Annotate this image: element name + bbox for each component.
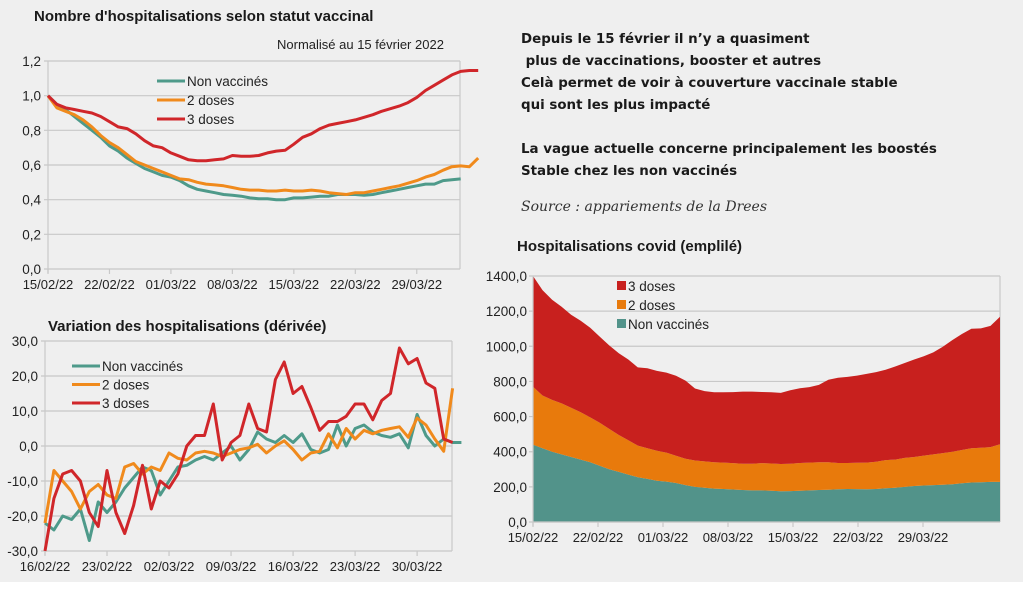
normalized-chart: 0,0 0,2 0,4 0,6 0,8 1,0 1,2 15/02/22 22/02/22 01/… <box>22 54 480 292</box>
area-non-vaccines <box>533 444 1000 522</box>
x-tick-label: 15/02/22 <box>23 277 74 292</box>
y-tick-label: 0,0 <box>22 262 41 277</box>
area-2-doses <box>533 386 1000 492</box>
source-note: Source : appariements de la Drees <box>521 199 768 215</box>
y-tick-label: 0,0 <box>19 439 38 454</box>
y-tick-label: 1200,0 <box>486 304 527 319</box>
x-tick-label: 30/03/22 <box>392 559 443 574</box>
x-tick-label: 29/03/22 <box>391 277 442 292</box>
legend-label: 3 doses <box>628 279 676 294</box>
y-tick-label: 800,0 <box>493 374 527 389</box>
commentary-line: qui sont les plus impacté <box>521 98 711 113</box>
legend-label: 2 doses <box>187 93 235 108</box>
legend-swatch <box>617 281 626 290</box>
y-tick-label: 0,2 <box>22 227 41 242</box>
x-tick-label: 16/03/22 <box>268 559 319 574</box>
x-tick-label: 08/03/22 <box>703 530 754 545</box>
stacked-chart-title: Hospitalisations covid (emplilé) <box>517 238 743 255</box>
x-tick-label: 09/03/22 <box>206 559 257 574</box>
legend-label: 2 doses <box>628 298 676 313</box>
x-tick-label: 16/02/22 <box>20 559 71 574</box>
y-tick-label: 600,0 <box>493 410 527 425</box>
y-tick-label: -30,0 <box>7 544 38 559</box>
y-tick-label: 0,0 <box>508 515 527 530</box>
y-tick-label: 20,0 <box>12 369 38 384</box>
series-line-non-vaccines <box>46 94 461 202</box>
x-tick-label: 15/02/22 <box>508 530 559 545</box>
normalized-chart-subtitle: Normalisé au 15 février 2022 <box>277 37 444 52</box>
series-line-3-doses <box>43 346 454 552</box>
y-tick-label: 1400,0 <box>486 269 527 284</box>
legend-swatch <box>617 319 626 328</box>
legend-label: Non vaccinés <box>628 317 709 332</box>
y-tick-label: 30,0 <box>12 334 38 349</box>
derivative-chart: -30,0 -20,0 -10,0 0,0 10,0 20,0 30,0 16/02/22 23… <box>7 334 462 574</box>
legend-swatch <box>617 300 626 309</box>
y-tick-label: 1000,0 <box>486 339 527 354</box>
legend-label: Non vaccinés <box>187 74 268 89</box>
y-tick-label: 10,0 <box>12 404 38 419</box>
x-tick-label: 15/03/22 <box>269 277 320 292</box>
y-tick-label: 0,4 <box>22 193 41 208</box>
legend-label: Non vaccinés <box>102 359 183 374</box>
y-tick-label: -20,0 <box>7 509 38 524</box>
legend-label: 3 doses <box>187 112 235 127</box>
x-tick-label: 02/03/22 <box>144 559 195 574</box>
x-tick-label: 22/03/22 <box>833 530 884 545</box>
y-tick-label: 1,0 <box>22 89 41 104</box>
legend-label: 2 doses <box>102 378 150 393</box>
area-3-doses <box>533 276 1000 464</box>
derivative-chart-title: Variation des hospitalisations (dérivée) <box>48 318 327 335</box>
x-tick-label: 22/03/22 <box>330 277 381 292</box>
x-tick-label: 01/03/22 <box>146 277 197 292</box>
legend-label: 3 doses <box>102 396 150 411</box>
x-tick-label: 29/03/22 <box>898 530 949 545</box>
x-tick-label: 01/03/22 <box>638 530 689 545</box>
y-tick-label: 1,2 <box>22 54 41 69</box>
commentary-line: Stable chez les non vaccinés <box>521 164 738 179</box>
y-tick-label: -10,0 <box>7 474 38 489</box>
series-line-2-doses <box>46 94 480 196</box>
commentary-line: plus de vaccinations, booster et autres <box>521 54 822 69</box>
series-line-3-doses <box>46 69 479 163</box>
y-tick-label: 0,6 <box>22 158 41 173</box>
commentary-line: La vague actuelle concerne principalemen… <box>521 142 937 157</box>
commentary-line: Celà permet de voir à couverture vaccina… <box>521 76 898 91</box>
y-tick-label: 200,0 <box>493 480 527 495</box>
x-tick-label: 23/03/22 <box>330 559 381 574</box>
commentary-line: Depuis le 15 février il n’y a quasiment <box>521 32 810 47</box>
x-tick-label: 22/02/22 <box>573 530 624 545</box>
y-tick-label: 0,8 <box>22 123 41 138</box>
x-tick-label: 22/02/22 <box>84 277 135 292</box>
x-tick-label: 23/02/22 <box>82 559 133 574</box>
normalized-chart-title: Nombre d'hospitalisations selon statut v… <box>34 8 374 25</box>
x-tick-label: 08/03/22 <box>207 277 258 292</box>
commentary: Depuis le 15 février il n’y a quasiment … <box>521 29 937 183</box>
x-tick-label: 15/03/22 <box>768 530 819 545</box>
y-tick-label: 400,0 <box>493 445 527 460</box>
